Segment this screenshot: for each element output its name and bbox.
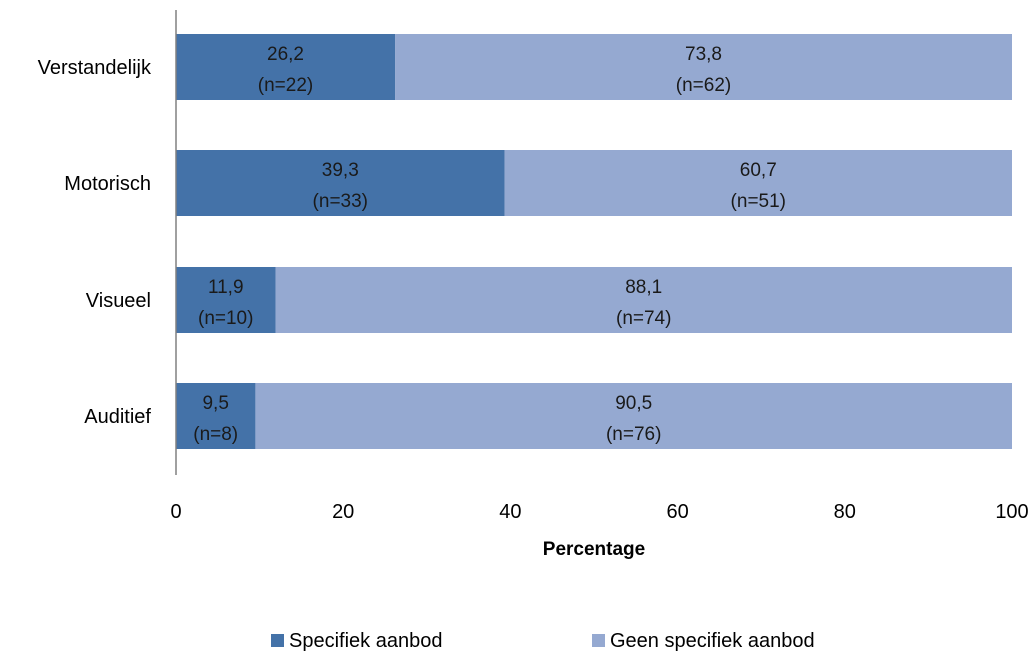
data-label-count: (n=74) <box>616 308 671 329</box>
data-label-value: 88,1 <box>625 277 662 298</box>
x-axis-title: Percentage <box>543 539 645 560</box>
data-label-value: 73,8 <box>685 44 722 65</box>
category-label: Visueel <box>86 290 151 312</box>
data-label-value: 9,5 <box>202 393 228 414</box>
x-tick-label: 40 <box>499 501 521 523</box>
data-label-value: 60,7 <box>740 160 777 181</box>
data-label-count: (n=22) <box>258 75 313 96</box>
data-label-count: (n=51) <box>731 191 786 212</box>
x-tick-label: 0 <box>170 501 181 523</box>
bar-group: 26,2 (n=22) 73,8 (n=62) 39,3 (n=33) 60,7 (n=51)… <box>176 34 1013 449</box>
data-label-value: 11,9 <box>208 277 244 298</box>
category-label: Verstandelijk <box>38 57 152 79</box>
category-labels: Verstandelijk Motorisch Visueel Auditief <box>38 57 152 428</box>
legend: Specifiek aanbod Geen specifiek aanbod <box>271 630 815 652</box>
x-tick-label: 60 <box>666 501 688 523</box>
bar-specifiek-verstandelijk <box>176 34 396 100</box>
bar-specifiek-visueel <box>176 267 276 333</box>
data-label-count: (n=10) <box>198 308 253 329</box>
legend-label-geen: Geen specifiek aanbod <box>610 630 815 652</box>
bar-geen-motorisch <box>504 150 1012 216</box>
x-tick-label: 80 <box>834 501 856 523</box>
x-tick-label: 100 <box>995 501 1028 523</box>
bar-geen-verstandelijk <box>395 34 1013 100</box>
data-label-count: (n=8) <box>193 424 238 445</box>
legend-swatch-geen <box>592 634 605 647</box>
bar-geen-auditief <box>255 383 1013 449</box>
bar-specifiek-motorisch <box>176 150 505 216</box>
data-label-value: 90,5 <box>615 393 652 414</box>
category-label: Motorisch <box>64 173 151 195</box>
legend-swatch-specifiek <box>271 634 284 647</box>
category-label: Auditief <box>84 406 151 428</box>
legend-label-specifiek: Specifiek aanbod <box>289 630 442 652</box>
data-label-value: 39,3 <box>322 160 359 181</box>
x-tick-labels: 0 20 40 60 80 100 <box>170 501 1028 523</box>
bar-specifiek-auditief <box>176 383 256 449</box>
data-label-count: (n=62) <box>676 75 731 96</box>
data-label-count: (n=76) <box>606 424 661 445</box>
x-tick-label: 20 <box>332 501 354 523</box>
data-label-count: (n=33) <box>313 191 368 212</box>
data-label-value: 26,2 <box>267 44 304 65</box>
bar-geen-visueel <box>275 267 1012 333</box>
